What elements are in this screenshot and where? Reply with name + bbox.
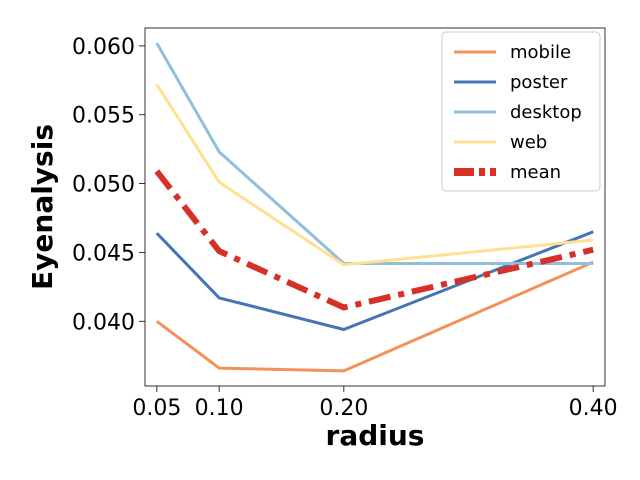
y-tick-label: 0.045 xyxy=(72,241,135,266)
y-axis-title: Eyenalysis xyxy=(26,124,59,290)
x-tick-label: 0.10 xyxy=(195,396,244,421)
series-line-mobile xyxy=(155,260,594,373)
y-axis-ticks: 0.040 0.045 0.050 0.055 0.060 xyxy=(72,35,145,335)
x-tick-label: 0.05 xyxy=(132,396,181,421)
plot-frame xyxy=(144,27,606,387)
legend: mobile poster desktop web mean xyxy=(441,31,601,192)
x-axis-title: radius xyxy=(326,419,425,452)
x-tick-label: 0.20 xyxy=(319,396,368,421)
y-tick-label: 0.050 xyxy=(72,173,135,198)
legend-label-mobile: mobile xyxy=(510,42,571,63)
y-tick-label: 0.060 xyxy=(72,35,135,60)
series-lines xyxy=(154,42,594,373)
legend-label-desktop: desktop xyxy=(510,102,582,123)
x-axis-ticks: 0.05 0.10 0.20 0.40 xyxy=(132,386,618,421)
y-tick-label: 0.040 xyxy=(72,310,135,335)
legend-label-web: web xyxy=(510,132,547,153)
legend-frame xyxy=(441,31,601,192)
series-line-mean xyxy=(154,169,594,311)
legend-label-poster: poster xyxy=(510,72,568,93)
legend-label-mean: mean xyxy=(510,162,561,183)
x-tick-label: 0.40 xyxy=(569,396,618,421)
series-line-desktop xyxy=(155,42,594,265)
y-tick-label: 0.055 xyxy=(72,104,135,129)
series-line-web xyxy=(155,83,594,267)
